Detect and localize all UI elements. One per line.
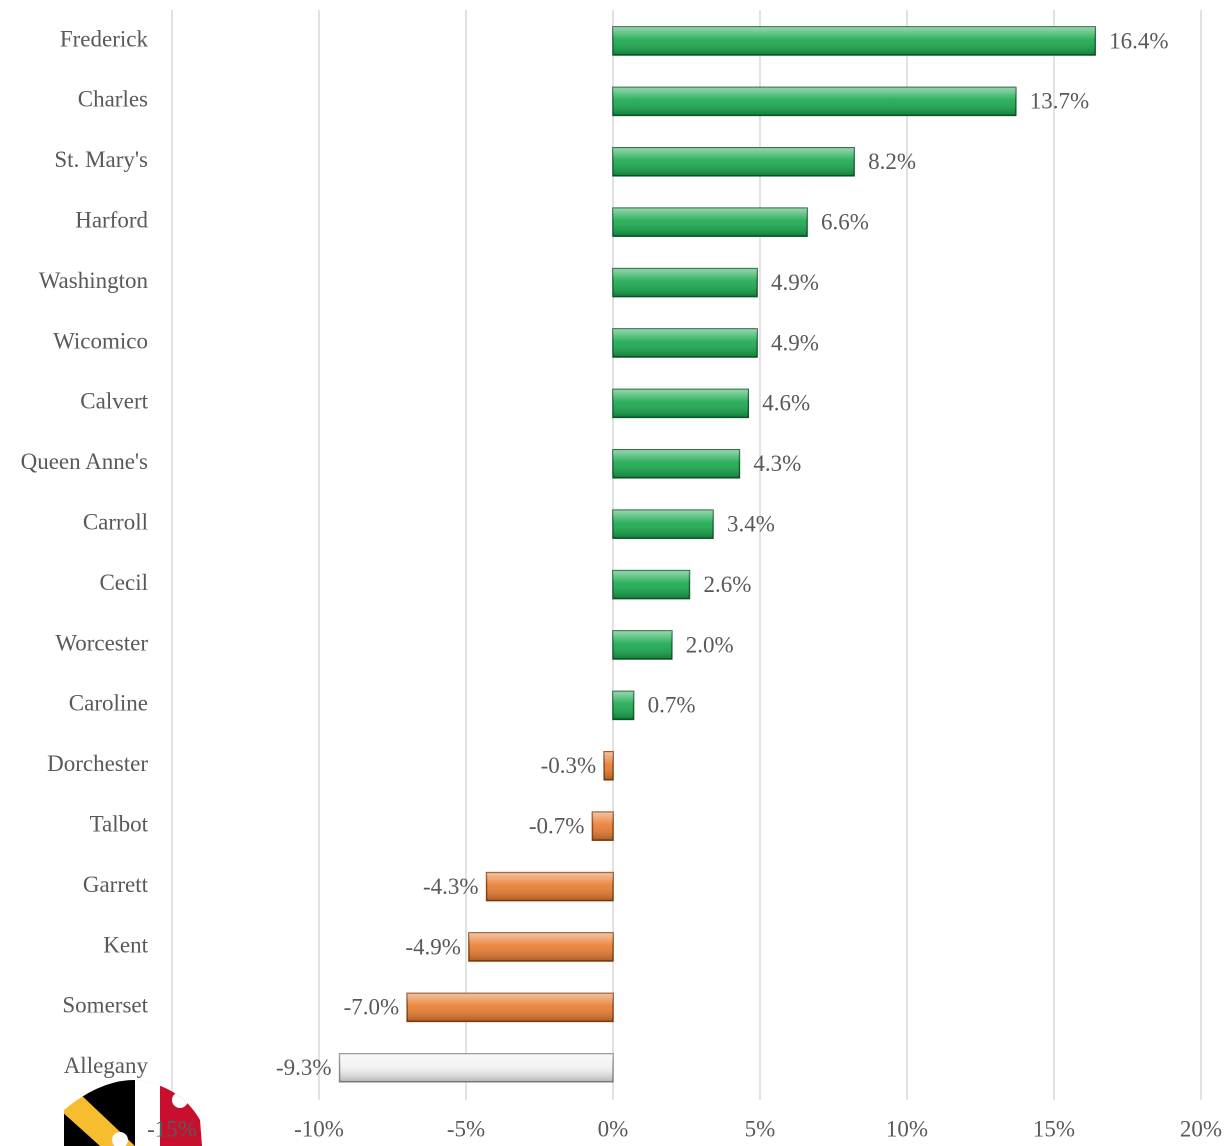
y-tick-label: Charles — [78, 87, 148, 112]
y-tick-label: Somerset — [62, 993, 148, 1018]
data-label: 6.6% — [821, 209, 869, 234]
x-tick-label: 20% — [1180, 1116, 1222, 1141]
y-tick-label: Worcester — [55, 630, 148, 655]
y-tick-label: Carroll — [83, 509, 148, 534]
y-tick-label: Talbot — [90, 811, 149, 836]
bar-shine — [613, 510, 713, 539]
data-label: 2.6% — [703, 572, 751, 597]
data-label: 13.7% — [1030, 89, 1089, 114]
bar-shine — [613, 87, 1016, 116]
data-label: 2.0% — [686, 632, 734, 657]
x-tick-label: 10% — [886, 1116, 928, 1141]
data-label: 4.3% — [753, 451, 801, 476]
data-label: 8.2% — [868, 149, 916, 174]
bar-shine — [407, 993, 613, 1022]
y-tick-label: Garrett — [83, 872, 149, 897]
data-label: -9.3% — [276, 1055, 332, 1080]
bar-shine — [613, 268, 758, 297]
data-label: -4.3% — [423, 874, 479, 899]
y-tick-label: Allegany — [64, 1053, 149, 1078]
y-tick-label: Cecil — [99, 570, 148, 595]
y-tick-label: Calvert — [80, 389, 148, 414]
y-tick-label: Queen Anne's — [21, 449, 148, 474]
data-label: 0.7% — [648, 693, 696, 718]
bar-shine — [486, 872, 613, 901]
data-label: -7.0% — [344, 995, 400, 1020]
bar-shine — [613, 329, 758, 357]
data-label: -0.3% — [541, 753, 597, 778]
bar-shine — [592, 812, 613, 841]
y-tick-label: Wicomico — [53, 328, 148, 353]
y-tick-label: Frederick — [60, 26, 149, 51]
y-tick-label: Kent — [103, 932, 148, 957]
data-label: 4.6% — [762, 391, 810, 416]
x-tick-label: 15% — [1033, 1116, 1075, 1141]
y-tick-label: Dorchester — [47, 751, 148, 776]
data-label: -0.7% — [529, 813, 585, 838]
x-tick-label: -5% — [447, 1116, 485, 1141]
bar-shine — [613, 27, 1096, 55]
bar-shine — [613, 691, 634, 720]
data-label: -4.9% — [405, 934, 461, 959]
x-tick-label: -10% — [294, 1116, 344, 1141]
bar-shine — [613, 631, 672, 659]
data-label: 3.4% — [727, 511, 775, 536]
data-label: 16.4% — [1109, 28, 1168, 53]
bar-shine — [613, 449, 740, 478]
y-tick-label: Caroline — [69, 691, 148, 716]
bar-shine — [468, 933, 613, 961]
x-tick-label: 5% — [745, 1116, 776, 1141]
bar-shine — [613, 389, 749, 418]
bar-shine — [613, 570, 690, 599]
data-label: 4.9% — [771, 270, 819, 295]
y-tick-label: St. Mary's — [54, 147, 148, 172]
y-tick-label: Harford — [75, 207, 148, 232]
data-label: 4.9% — [771, 330, 819, 355]
bar-shine — [604, 751, 613, 780]
bar-shine — [613, 208, 808, 237]
y-tick-label: Washington — [39, 268, 149, 293]
bar-shine — [613, 147, 855, 176]
x-tick-label: 0% — [598, 1116, 629, 1141]
x-tick-label: -15% — [147, 1116, 197, 1141]
bar-shine — [339, 1053, 613, 1082]
